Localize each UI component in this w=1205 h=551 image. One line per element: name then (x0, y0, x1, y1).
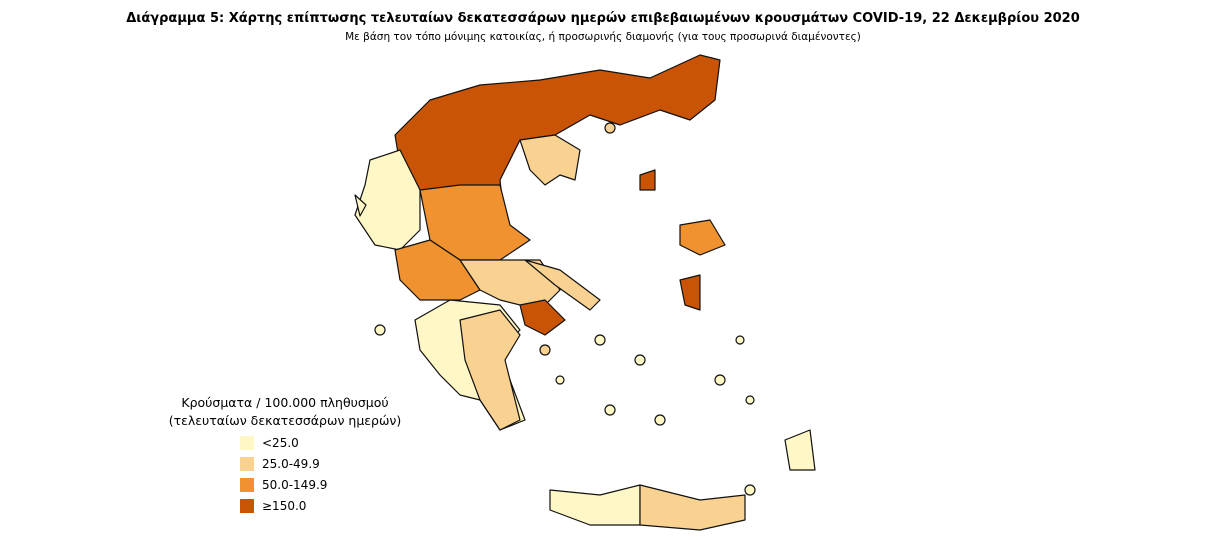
legend: Κρούσματα / 100.000 πληθυσμού (τελευταίω… (169, 395, 402, 513)
region (459, 259, 561, 311)
subtitle: Με βάση τον τόπο μόνιμης κατοικίας, ή πρ… (345, 31, 861, 43)
region (679, 274, 701, 311)
map (354, 54, 816, 531)
island (555, 375, 565, 385)
legend-label: ≥150.0 (262, 499, 306, 513)
island (539, 344, 551, 356)
island (714, 374, 726, 386)
region (549, 484, 641, 526)
island (735, 335, 745, 345)
legend-swatch (240, 457, 254, 471)
region (639, 484, 746, 531)
island (744, 484, 756, 496)
region (519, 299, 566, 336)
legend-label: 25.0-49.9 (262, 457, 320, 471)
legend-title: (τελευταίων δεκατεσσάρων ημερών) (169, 413, 402, 428)
region (459, 309, 521, 431)
region (354, 194, 367, 217)
legend-swatch (240, 478, 254, 492)
island (634, 354, 646, 366)
region (679, 219, 726, 256)
island (604, 404, 616, 416)
region (524, 259, 601, 311)
region (784, 429, 816, 471)
legend-title: Κρούσματα / 100.000 πληθυσμού (181, 395, 388, 410)
island (745, 395, 755, 405)
island (594, 334, 606, 346)
legend-swatch (240, 499, 254, 513)
region (519, 134, 581, 186)
title: Διάγραμμα 5: Χάρτης επίπτωσης τελευταίων… (126, 11, 1080, 26)
legend-label: <25.0 (262, 436, 299, 450)
island (374, 324, 386, 336)
island (604, 122, 616, 134)
island (654, 414, 666, 426)
region (394, 239, 481, 301)
region (639, 169, 656, 191)
legend-swatch (240, 436, 254, 450)
legend-label: 50.0-149.9 (262, 478, 327, 492)
